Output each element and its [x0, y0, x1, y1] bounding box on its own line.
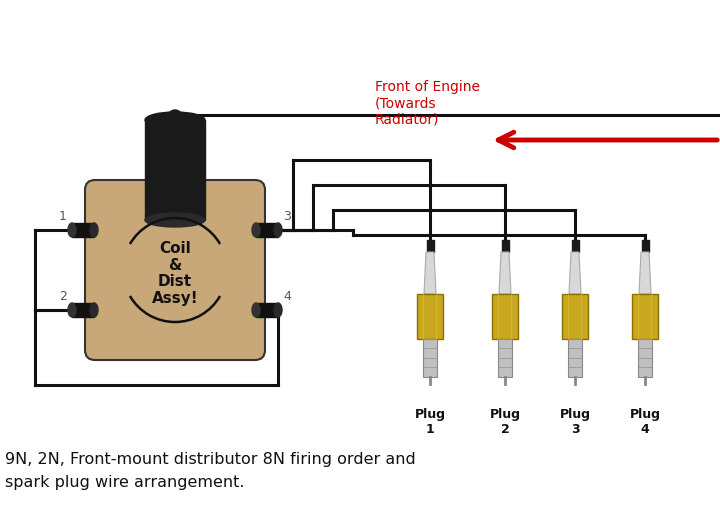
Polygon shape: [639, 252, 651, 294]
Text: 1: 1: [59, 210, 67, 222]
Bar: [572, 240, 579, 252]
Bar: [423, 339, 437, 377]
Bar: [492, 294, 518, 339]
Bar: [72, 223, 94, 237]
Bar: [568, 339, 582, 377]
Text: Assy!: Assy!: [152, 291, 198, 305]
Text: Plug: Plug: [415, 408, 446, 421]
Bar: [256, 223, 278, 237]
Ellipse shape: [252, 223, 260, 237]
Bar: [642, 240, 649, 252]
Text: Front of Engine
(Towards
Radiator): Front of Engine (Towards Radiator): [375, 80, 480, 126]
Text: Dist: Dist: [158, 274, 192, 290]
Text: 3: 3: [283, 210, 291, 222]
Text: 4: 4: [641, 423, 649, 436]
Text: &: &: [168, 258, 181, 272]
Bar: [638, 339, 652, 377]
FancyBboxPatch shape: [85, 180, 265, 360]
Text: 2: 2: [59, 290, 67, 302]
Text: 9N, 2N, Front-mount distributor 8N firing order and: 9N, 2N, Front-mount distributor 8N firin…: [5, 452, 415, 467]
Text: 1: 1: [426, 423, 434, 436]
Polygon shape: [424, 252, 436, 294]
Ellipse shape: [68, 303, 76, 317]
Text: 3: 3: [571, 423, 580, 436]
Ellipse shape: [145, 112, 205, 128]
Bar: [417, 294, 443, 339]
Ellipse shape: [68, 223, 76, 237]
Bar: [427, 240, 434, 252]
Ellipse shape: [169, 110, 181, 120]
Bar: [502, 240, 509, 252]
Text: Plug: Plug: [559, 408, 590, 421]
Text: 4: 4: [283, 290, 291, 302]
Bar: [72, 303, 94, 317]
Polygon shape: [499, 252, 511, 294]
Text: spark plug wire arrangement.: spark plug wire arrangement.: [5, 475, 245, 490]
Bar: [632, 294, 658, 339]
Polygon shape: [569, 252, 581, 294]
Ellipse shape: [274, 223, 282, 237]
Ellipse shape: [90, 223, 98, 237]
Ellipse shape: [274, 303, 282, 317]
Text: Plug: Plug: [490, 408, 521, 421]
Ellipse shape: [252, 303, 260, 317]
Text: Coil: Coil: [159, 240, 191, 256]
Bar: [256, 303, 278, 317]
Text: Plug: Plug: [629, 408, 660, 421]
Bar: [498, 339, 512, 377]
Bar: [562, 294, 588, 339]
Bar: [145, 120, 205, 220]
Ellipse shape: [145, 213, 205, 227]
Text: 2: 2: [500, 423, 509, 436]
Ellipse shape: [90, 303, 98, 317]
